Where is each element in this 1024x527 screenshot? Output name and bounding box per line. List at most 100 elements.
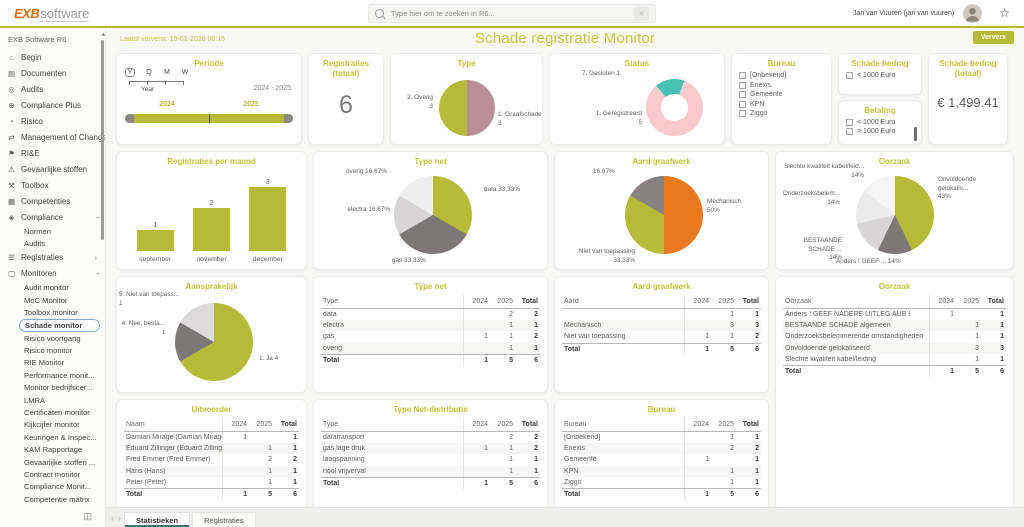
sidebar-item-audit-monitor[interactable]: Audit monitor <box>0 282 105 294</box>
sidebar-item-gevaarlijke-stoffen[interactable]: ⚠ Gevaarlijke stoffen <box>0 161 105 177</box>
scale-year-button[interactable]: Y <box>125 68 135 77</box>
filter-option[interactable]: < 1000 Euro <box>846 118 914 126</box>
filter-option[interactable]: [Onbekend] <box>739 72 824 79</box>
tab-registraties[interactable]: Registraties <box>192 512 256 527</box>
tab-statistieken[interactable]: Statistieken <box>124 512 191 527</box>
table-total-row: Total 1 5 6 <box>124 487 299 501</box>
sidebar-item-documenten[interactable]: ▤ Documenten <box>0 65 105 81</box>
scale-quarter-button[interactable]: Q <box>146 69 152 76</box>
table-header-row: Bureau 2024 2025 Total <box>562 418 761 432</box>
bar[interactable] <box>136 229 174 251</box>
exb-logo[interactable]: EXBsoftware <box>14 5 90 22</box>
sidebar-item-label: Kijkcijfer monitor <box>24 420 80 430</box>
collapse-sidebar-icon[interactable]: ◫ <box>83 511 92 521</box>
sidebar-item-schade-monitor[interactable]: Schade monitor <box>19 318 100 332</box>
monthly-bar-chart[interactable]: 1 september 2 november 3 december <box>127 174 296 263</box>
sidebar-item-kijkcijfer-monitor[interactable]: Kijkcijfer monitor <box>0 419 105 431</box>
sidebar-item-ri-e[interactable]: ⚑ RI&E <box>0 145 105 161</box>
checkbox-icon[interactable] <box>739 100 746 108</box>
sidebar-item-registraties[interactable]: ☰ Registraties › <box>0 250 105 266</box>
filter-option[interactable]: Enexis <box>739 81 824 89</box>
scroll-up-icon[interactable]: ▴ <box>101 31 105 38</box>
bar[interactable] <box>192 208 231 251</box>
oorzaak-pie-chart[interactable] <box>856 176 934 254</box>
table-row: Peter (Peter) 1 1 <box>124 476 299 488</box>
status-donut-chart[interactable] <box>646 79 703 136</box>
filter-option[interactable]: Gemeente <box>739 91 824 99</box>
aard-graafwerk-pie-chart[interactable] <box>625 176 703 254</box>
slider-left-handle[interactable] <box>125 114 134 123</box>
filter-option[interactable]: > 1000 Euro <box>846 128 914 136</box>
checkbox-icon[interactable] <box>739 72 746 79</box>
sidebar-item-lmra[interactable]: LMRA <box>0 394 105 406</box>
sidebar-item-risico-monitor[interactable]: Risico monitor <box>0 344 105 356</box>
sidebar-item-audits[interactable]: Audits <box>0 237 105 249</box>
sidebar-item-compliance-plus[interactable]: ⊕ Compliance Plus <box>0 97 105 113</box>
sidebar-item-label: Performance monit... <box>24 370 95 380</box>
sidebar-item-rie-monitor[interactable]: RIE Monitor <box>0 357 105 369</box>
slider-right-handle[interactable] <box>284 114 293 123</box>
checkbox-icon[interactable] <box>846 71 853 79</box>
period-slider[interactable] <box>125 114 293 123</box>
favorite-star-icon[interactable]: ☆ <box>999 6 1010 20</box>
sidebar-item-risico[interactable]: ◔ Risico <box>0 113 105 129</box>
type-pie-chart[interactable] <box>439 80 495 136</box>
sheet-tabs: Statistieken Registraties <box>124 512 258 527</box>
sidebar-item-certificaten-monitor[interactable]: Certificaten monitor <box>0 406 105 418</box>
sidebar-item-monitor-bedrijfscer[interactable]: Monitor bedrijfscer... <box>0 382 105 394</box>
refresh-button[interactable]: Ververs <box>972 31 1014 44</box>
pie-label: Onderzoeksbelem... 14% <box>782 190 840 206</box>
checkbox-icon[interactable] <box>739 81 746 89</box>
sidebar-item-gevaarlijke-stoffen[interactable]: Gevaarlijke stoffen ... <box>0 456 105 468</box>
avatar[interactable] <box>963 3 983 23</box>
filter-option[interactable]: Ziggo <box>739 110 824 118</box>
sidebar-item-compliance-monit[interactable]: Compliance Monit... <box>0 481 105 493</box>
tab-scroll-right-icon[interactable]: › <box>118 513 121 523</box>
sidebar-item-kam-rapportage[interactable]: KAM Rapportage <box>0 443 105 455</box>
sidebar-item-toolbox-monitor[interactable]: Toolbox monitor <box>0 307 105 319</box>
betaling-scrollbar[interactable] <box>914 127 917 141</box>
pie-label: electra 16.67% <box>347 206 390 213</box>
table-row: Hans (Hans) 1 1 <box>124 465 299 477</box>
table-row: laagspanning 1 1 <box>321 454 540 466</box>
aansprakelijk-pie-chart[interactable] <box>175 303 253 381</box>
bar-category-label: november <box>196 256 227 263</box>
sidebar-item-begin[interactable]: ⌂ Begin <box>0 49 105 65</box>
sidebar-item-monitoren[interactable]: ▢ Monitoren › <box>0 266 105 282</box>
sidebar-item-management-of-change[interactable]: ⇄ Management of Change <box>0 129 105 145</box>
table-header-row: Naam 2024 2025 Total <box>124 418 299 432</box>
filter-option[interactable]: < 1000 Euro <box>846 71 914 79</box>
sidebar-item-risico-voortgang[interactable]: Risico voortgang <box>0 332 105 344</box>
filter-option[interactable]: KPN <box>739 100 824 108</box>
scale-week-button[interactable]: W <box>181 69 189 76</box>
sidebar-item-toolbox[interactable]: ⚒ Toolbox <box>0 177 105 193</box>
sidebar-item-compliance[interactable]: ◈ Compliance › <box>0 209 105 225</box>
scale-selected-label: Year <box>141 86 155 93</box>
card-type-pie: Type 2. Overig 3 1. Graafschade 3 <box>390 53 543 145</box>
sidebar-item-contract-monitor[interactable]: Contract monitor <box>0 468 105 480</box>
table-header-row: Type 2024 2025 Total <box>321 295 540 309</box>
checkbox-icon[interactable] <box>739 110 746 118</box>
document-icon: ▤ <box>7 68 16 78</box>
type-net-pie-chart[interactable] <box>394 176 472 254</box>
sidebar-item-moc-monitor[interactable]: MoC Monitor <box>0 294 105 306</box>
search-input[interactable] <box>389 8 629 19</box>
sidebar-item-audits[interactable]: ◎ Audits <box>0 81 105 97</box>
checkbox-icon[interactable] <box>846 118 853 126</box>
global-search[interactable]: ✕ <box>368 4 656 23</box>
table-row: Fred Emmer (Fred Emmer) 2 2 <box>124 454 299 466</box>
sidebar-item-keuringen-inspec[interactable]: Keuringen & Inspec... <box>0 431 105 443</box>
sidebar-item-performance-monit[interactable]: Performance monit... <box>0 369 105 381</box>
sidebar-item-label: Audits <box>24 239 46 249</box>
scale-month-button[interactable]: M <box>164 69 170 76</box>
sidebar-item-competenties[interactable]: ▦ Competenties <box>0 193 105 209</box>
checkbox-icon[interactable] <box>846 128 853 136</box>
checkbox-icon[interactable] <box>739 91 746 99</box>
sidebar-item-normen[interactable]: Normen <box>0 225 105 237</box>
search-clear-icon[interactable]: ✕ <box>634 7 649 20</box>
bottom-tab-bar: ‹ › Statistieken Registraties <box>106 507 1024 527</box>
tab-scroll-left-icon[interactable]: ‹ <box>111 513 114 523</box>
sidebar-scrollbar[interactable] <box>101 40 104 240</box>
sidebar-item-competentie-matrix[interactable]: Competentie matrix <box>0 493 105 505</box>
bar[interactable] <box>249 187 287 251</box>
